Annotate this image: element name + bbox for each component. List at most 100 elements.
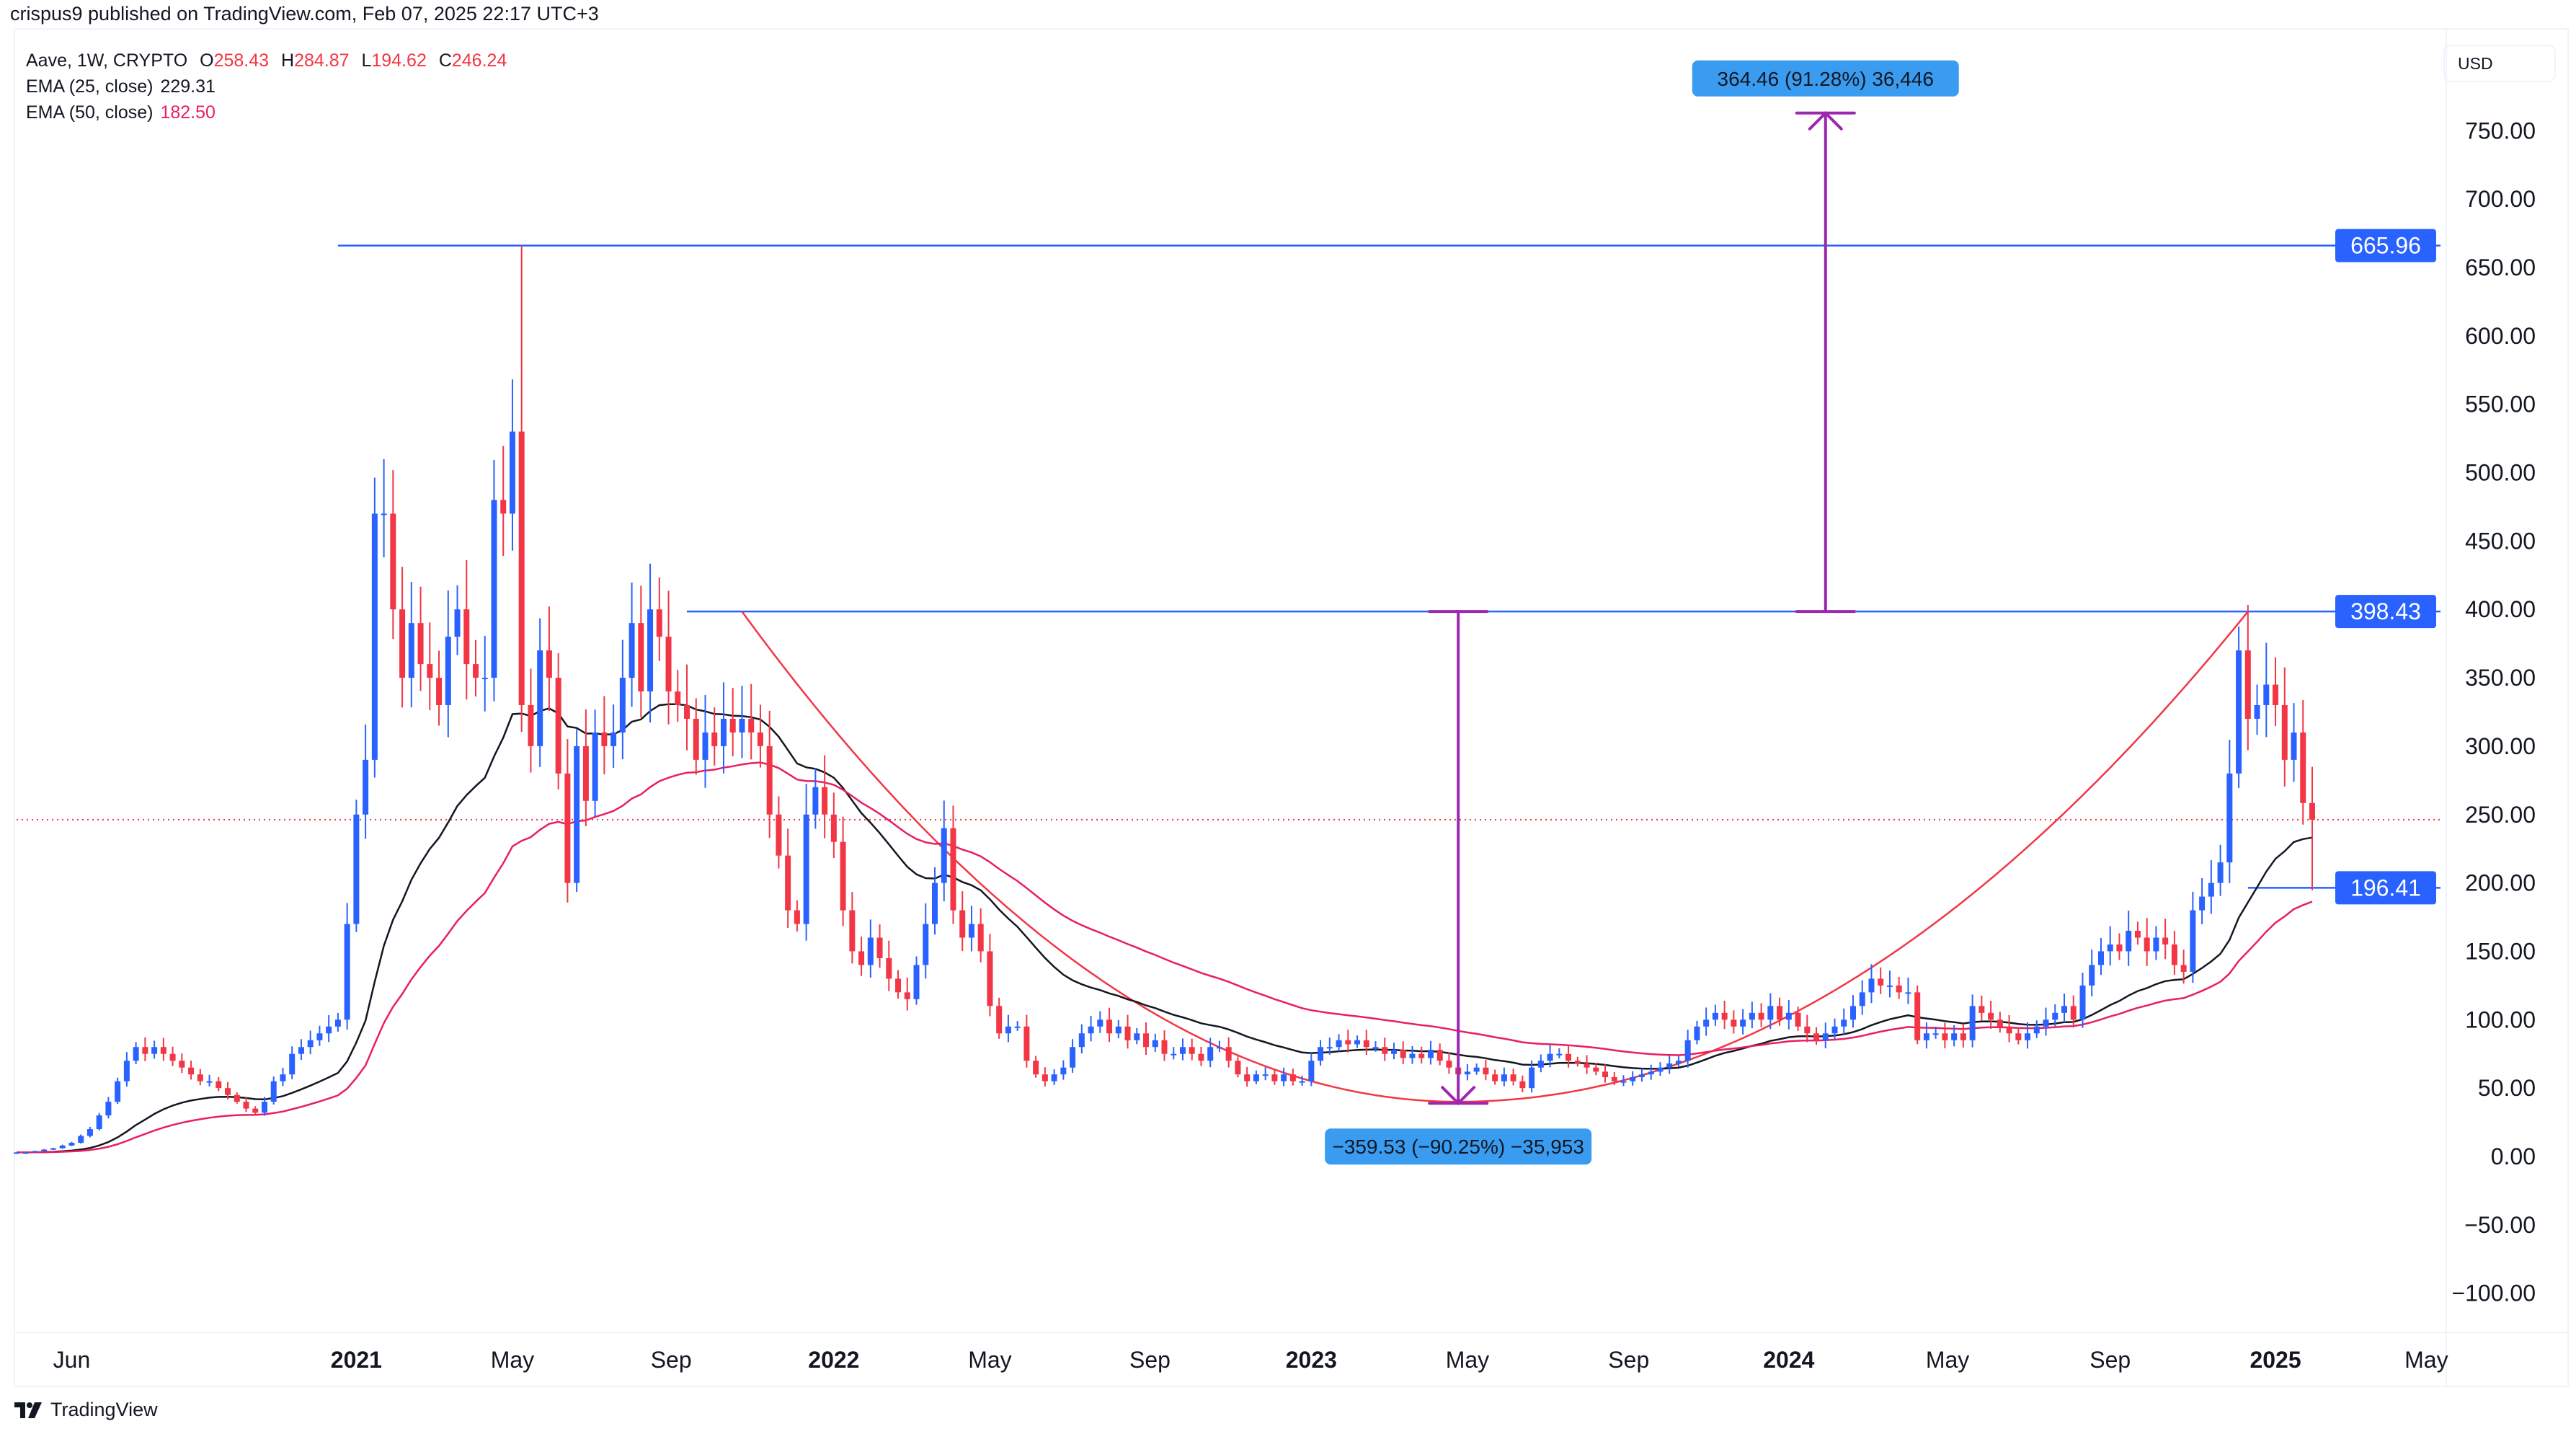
candle xyxy=(1078,1024,1085,1054)
candle xyxy=(408,581,414,708)
candle-body xyxy=(243,1102,249,1109)
candle-body xyxy=(454,609,461,637)
candle xyxy=(1501,1067,1507,1087)
candle xyxy=(1850,995,1856,1028)
tradingview-logo[interactable]: TradingView xyxy=(14,1399,158,1421)
price-axis: 750.00 700.00 650.00 600.00 550.00 500.00 450.… xyxy=(2451,118,2536,1306)
candle xyxy=(812,768,819,829)
candle xyxy=(1529,1060,1535,1093)
candle-body xyxy=(528,704,534,746)
candle-body xyxy=(1041,1074,1048,1081)
candle-body xyxy=(1134,1033,1140,1040)
candle xyxy=(1740,1009,1746,1035)
candle-body xyxy=(913,965,920,999)
candle-body xyxy=(2309,802,2315,820)
candle xyxy=(59,1144,66,1149)
candle xyxy=(1703,1007,1710,1036)
candle-body xyxy=(574,746,580,883)
candle-body xyxy=(1253,1074,1259,1081)
candle xyxy=(1326,1038,1333,1055)
candle xyxy=(371,477,378,778)
candle-body xyxy=(1942,1033,1948,1040)
candle xyxy=(2291,703,2297,782)
candle xyxy=(876,924,883,968)
candle xyxy=(2244,604,2251,751)
candle xyxy=(1942,1022,1948,1048)
price-line-label: 196.41 xyxy=(2350,875,2421,901)
measure-label: 364.46 (91.28%) 36,446 xyxy=(1718,68,1934,90)
candle xyxy=(169,1046,176,1066)
candle xyxy=(1675,1056,1682,1068)
candle-body xyxy=(2144,937,2150,952)
candle xyxy=(1519,1075,1526,1092)
candle-body xyxy=(1033,1061,1039,1075)
candle xyxy=(2180,950,2187,984)
candle-body xyxy=(1289,1074,1296,1081)
candle-body xyxy=(1850,1006,1856,1020)
candle xyxy=(1225,1037,1232,1068)
candle-body xyxy=(1124,1026,1131,1040)
candle xyxy=(1574,1056,1581,1067)
candle-body xyxy=(2208,882,2214,897)
candle-body xyxy=(481,678,488,680)
candle-body xyxy=(1152,1040,1158,1048)
candle xyxy=(105,1097,112,1119)
candle-body xyxy=(2015,1033,2022,1040)
currency-selector[interactable]: USD xyxy=(2443,45,2556,82)
candle-body xyxy=(1106,1019,1113,1034)
candle xyxy=(803,784,809,941)
candle xyxy=(1923,1022,1929,1049)
time-tick-label: 2023 xyxy=(1286,1347,1337,1373)
candle xyxy=(711,707,718,766)
candle-body xyxy=(1363,1040,1369,1048)
candle xyxy=(1289,1069,1296,1086)
candle xyxy=(2153,926,2159,960)
price-tick-label: −100.00 xyxy=(2451,1280,2536,1306)
candle-body xyxy=(1115,1026,1122,1034)
candle-body xyxy=(2052,1012,2058,1020)
candle xyxy=(1813,1027,1820,1045)
candle-body xyxy=(1886,985,1893,987)
time-axis: Jun 2021 May Sep 2022 May Sep 2023 May Sep 2024 May… xyxy=(14,28,2569,1387)
ema50-value: 182.50 xyxy=(160,102,216,123)
candle-body xyxy=(537,650,543,746)
measure-arrow-icon xyxy=(1808,110,1843,130)
candle-body xyxy=(1630,1076,1636,1081)
candle-body xyxy=(1391,1050,1397,1054)
candle xyxy=(1372,1041,1379,1052)
candle xyxy=(1473,1063,1480,1075)
candle-body xyxy=(647,609,654,692)
candle-body xyxy=(371,513,378,760)
candle xyxy=(2226,740,2233,883)
candle-body xyxy=(2153,937,2159,952)
candle xyxy=(399,567,406,708)
candle-body xyxy=(830,814,837,842)
candle-body xyxy=(1703,1019,1710,1027)
candle xyxy=(739,686,745,758)
candle-body xyxy=(2089,965,2095,986)
candle xyxy=(243,1097,249,1112)
time-tick-label: May xyxy=(968,1347,1011,1373)
candle-body xyxy=(1427,1050,1434,1058)
candle-body xyxy=(1464,1071,1470,1075)
candle-body xyxy=(665,637,672,692)
candle-body xyxy=(748,718,755,733)
candle xyxy=(289,1046,296,1079)
ema50-line xyxy=(17,761,2313,1154)
candle-body xyxy=(1620,1081,1627,1083)
candle-body xyxy=(1859,992,1865,1007)
candle-body xyxy=(1060,1067,1067,1075)
candle-body xyxy=(188,1067,195,1075)
candle xyxy=(1418,1046,1425,1064)
candle xyxy=(179,1053,185,1074)
candle xyxy=(647,563,654,723)
time-tick-label: May xyxy=(1446,1347,1489,1373)
measure-arrow-icon xyxy=(1441,1086,1476,1106)
candle-body xyxy=(1207,1047,1214,1061)
ema25-row: EMA (25, close) 229.31 xyxy=(26,76,216,97)
candle xyxy=(895,970,902,999)
candle xyxy=(1721,1000,1728,1030)
candle xyxy=(509,379,515,551)
candle xyxy=(1308,1053,1315,1087)
